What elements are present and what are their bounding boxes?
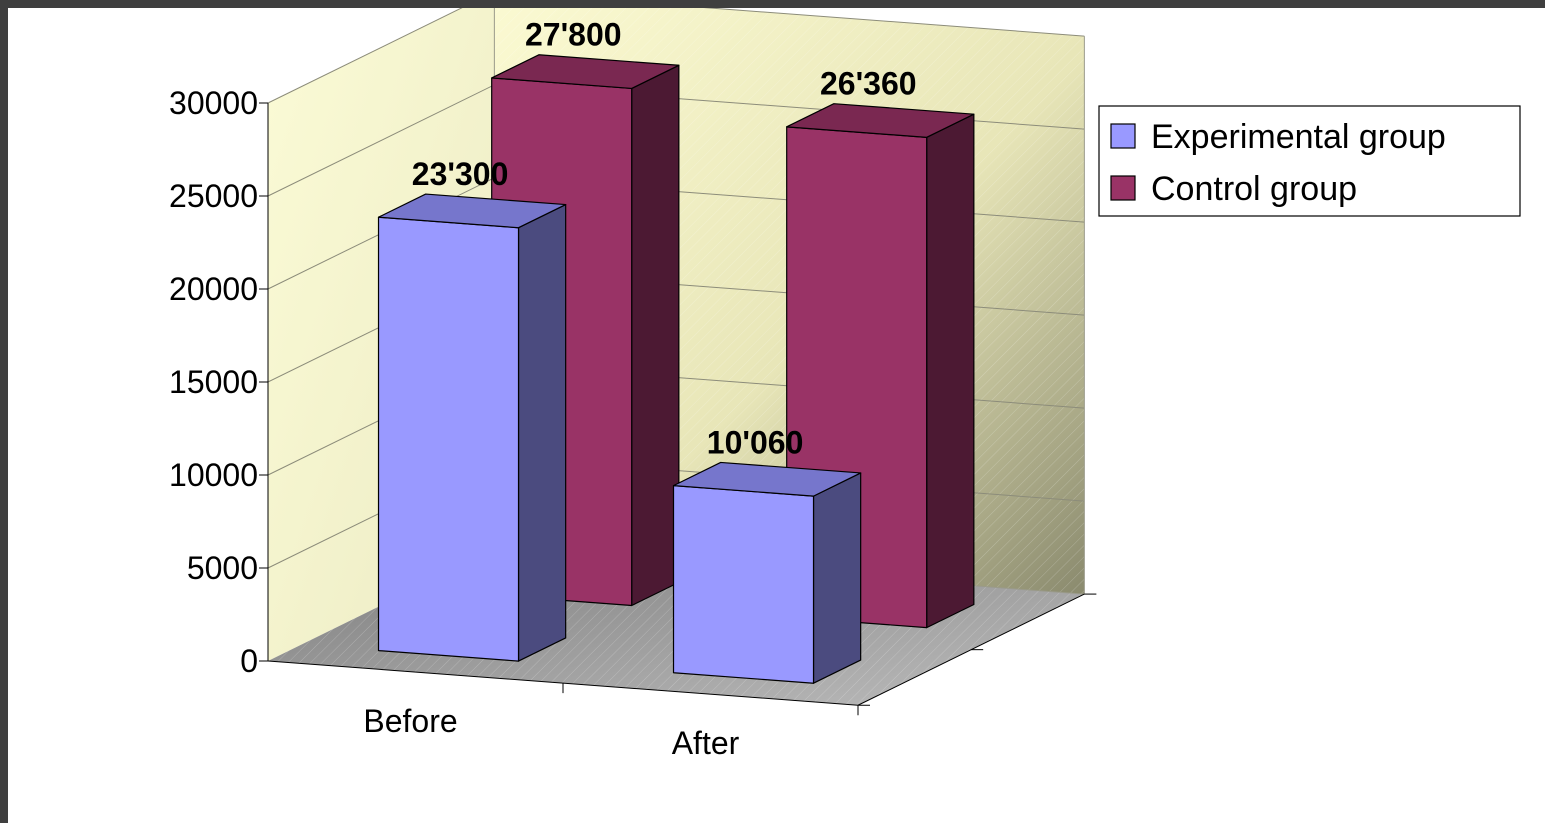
y-tick-label: 5000 <box>187 550 258 586</box>
bar-chart: 0 5000 10000 15000 20000 25000 30000 Before Afte… <box>169 8 1521 761</box>
y-tick-label: 30000 <box>169 85 258 121</box>
y-tick-label: 20000 <box>169 271 258 307</box>
data-label: 27'800 <box>525 17 622 53</box>
bar-top <box>377 193 567 229</box>
bar-front <box>672 485 815 684</box>
legend: Experimental group Control group <box>1098 105 1521 217</box>
data-labels: 27'800 26'360 23'300 10'060 <box>412 17 917 461</box>
chart-area: 0 5000 10000 15000 20000 25000 30000 Before Afte… <box>8 8 1545 823</box>
y-tick-label: 10000 <box>169 457 258 493</box>
bar <box>672 461 862 684</box>
bar-top <box>672 461 862 497</box>
legend-swatch <box>1110 123 1136 149</box>
y-tick-label: 25000 <box>169 178 258 214</box>
bar-side <box>517 203 567 662</box>
data-label: 10'060 <box>707 424 804 460</box>
bar-side <box>926 113 975 629</box>
legend-label: Control group <box>1151 170 1357 208</box>
legend-swatch <box>1110 175 1136 201</box>
bar-top <box>786 103 975 138</box>
y-tick-label: 0 <box>240 643 258 679</box>
gridline <box>267 8 1085 104</box>
category-label: Before <box>363 703 457 739</box>
data-label: 26'360 <box>820 66 917 102</box>
bar <box>377 193 567 662</box>
data-label: 23'300 <box>412 156 509 192</box>
bar-side <box>631 64 680 607</box>
legend-box <box>1098 105 1521 217</box>
bar-front <box>377 216 520 662</box>
bar-side <box>812 472 862 684</box>
y-tick-label: 15000 <box>169 364 258 400</box>
bar <box>786 103 975 629</box>
axes: 0 5000 10000 15000 20000 25000 30000 Before Afte… <box>169 8 1097 761</box>
category-label: After <box>672 725 740 761</box>
bar-top <box>491 54 680 90</box>
legend-label: Experimental group <box>1151 118 1446 156</box>
bars <box>377 54 975 684</box>
